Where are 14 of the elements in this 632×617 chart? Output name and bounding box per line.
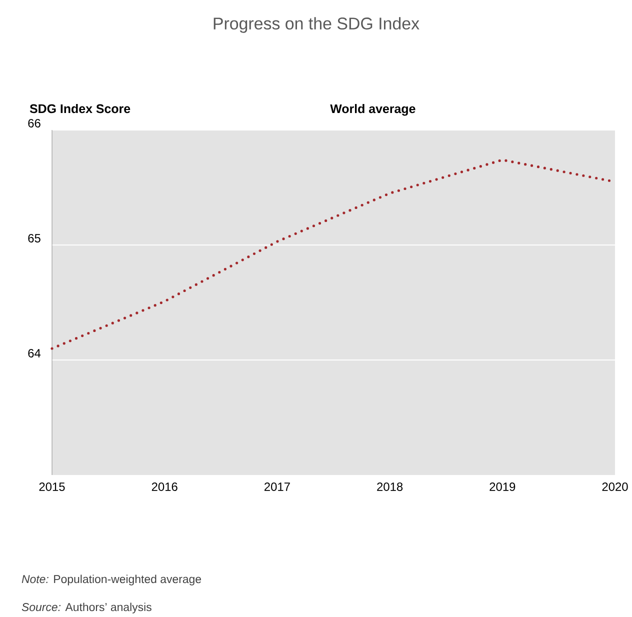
text: Source: Authors’ analysis [22, 602, 152, 614]
x-tick-label: 2016 [152, 482, 178, 491]
x-tick-label: 2015 [39, 482, 65, 491]
x-tick-label: 2017 [264, 482, 290, 491]
text: World average [330, 104, 416, 116]
x-tick-label: 2018 [377, 482, 403, 491]
x-tick-label: 2020 [602, 482, 628, 491]
x-tick-label: 2019 [490, 482, 516, 491]
y-axis-title: SDG Index Score [30, 104, 130, 114]
y-tick-label: 64 [28, 349, 41, 358]
text: Note: Population-weighted average [22, 574, 202, 586]
y-tick-label: 66 [28, 119, 40, 128]
y-tick-label: 65 [28, 234, 40, 242]
chart-title: Progress on the SDG Index [214, 17, 420, 33]
